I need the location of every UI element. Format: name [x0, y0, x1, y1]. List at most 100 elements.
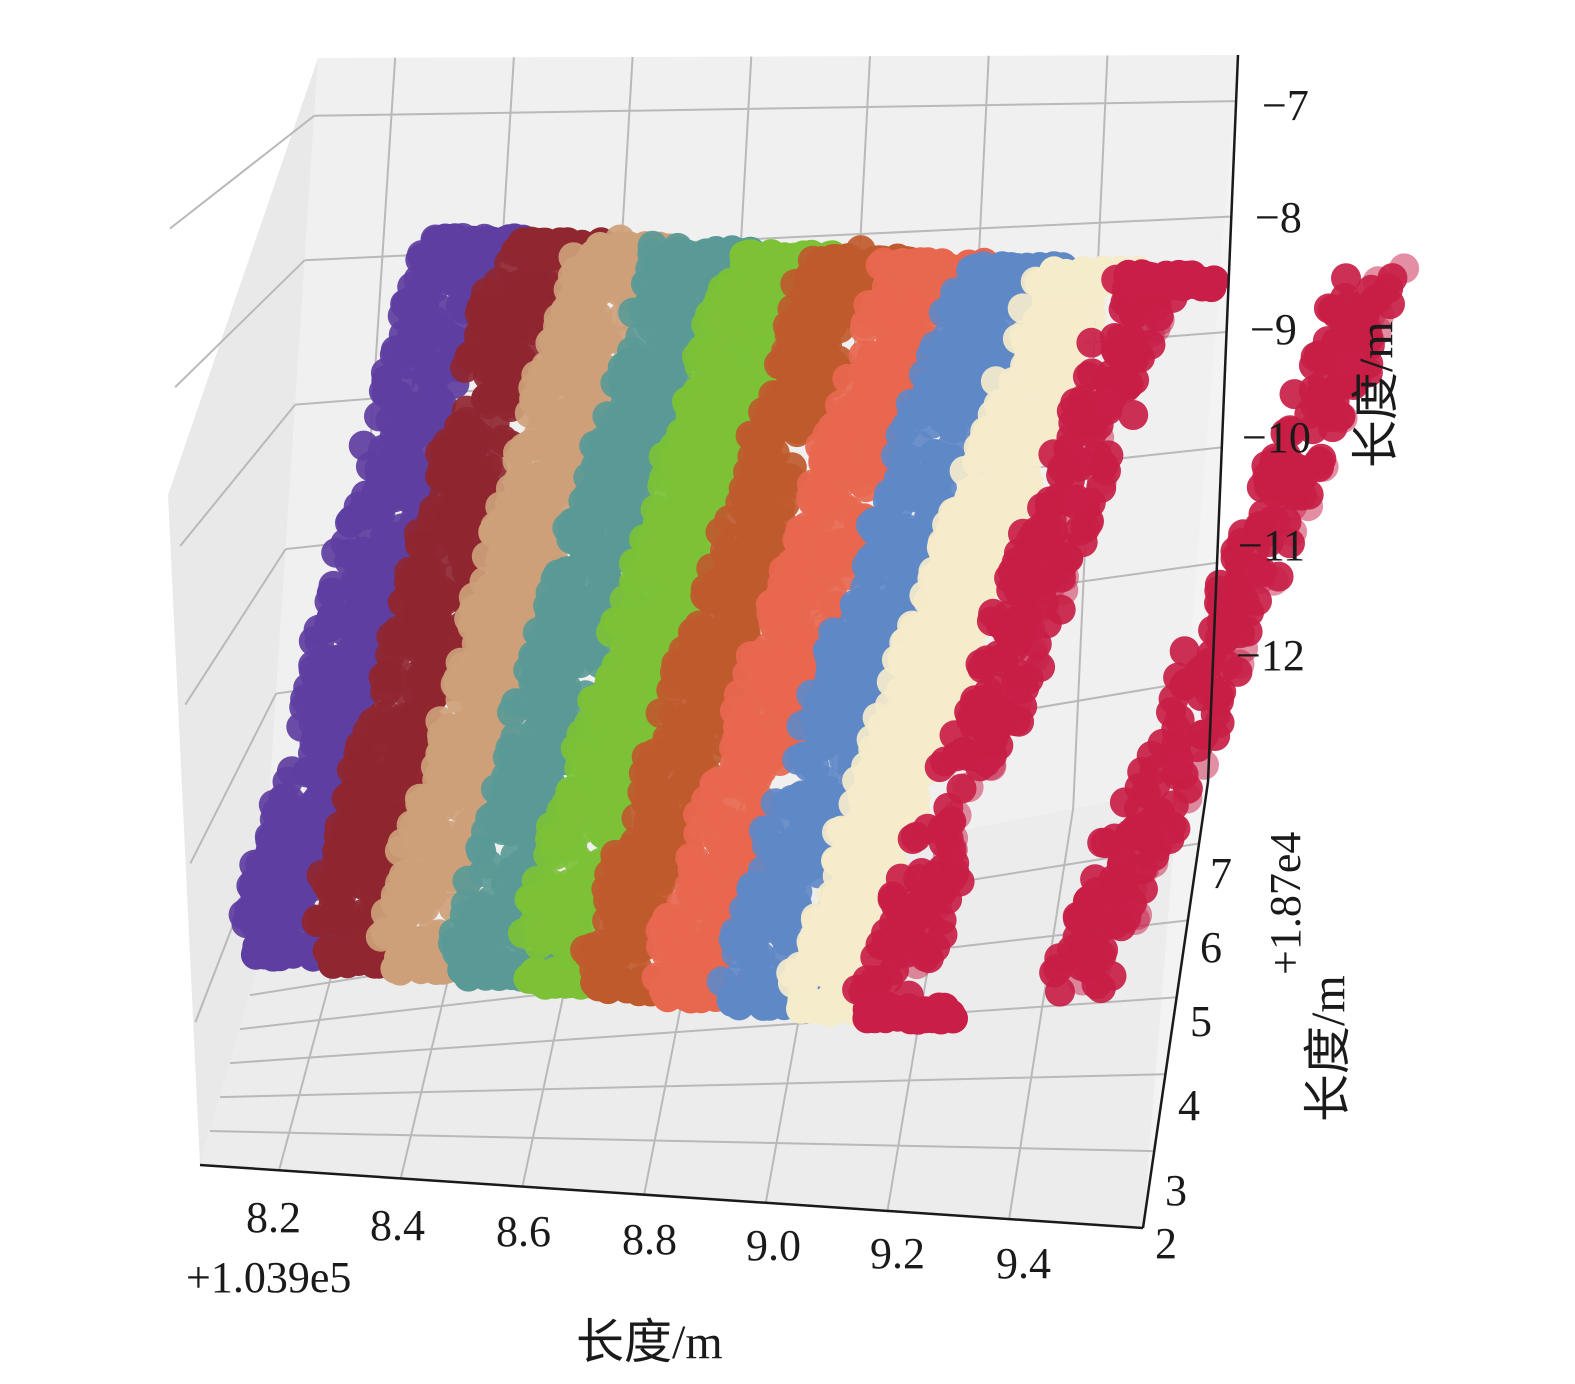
- data-point: [256, 831, 287, 862]
- data-point: [390, 289, 421, 320]
- data-point: [408, 814, 439, 845]
- data-point: [855, 544, 886, 575]
- data-point: [716, 983, 747, 1014]
- data-point: [665, 972, 695, 1003]
- data-point: [397, 473, 428, 504]
- data-point: [730, 482, 761, 513]
- data-point: [318, 649, 349, 680]
- data-point: [824, 546, 855, 577]
- data-point: [434, 713, 465, 744]
- data-point: [331, 814, 362, 845]
- data-point: [628, 758, 659, 789]
- data-point: [899, 612, 930, 643]
- data-point: [804, 504, 835, 535]
- data-point: [811, 457, 842, 488]
- data-point: [467, 680, 498, 711]
- data-point: [442, 927, 472, 957]
- data-point: [392, 349, 423, 380]
- data-point: [357, 586, 388, 617]
- ring-series: [437, 230, 771, 993]
- data-point: [688, 694, 718, 725]
- data-point: [376, 621, 407, 652]
- data-point: [885, 676, 916, 707]
- data-point: [498, 305, 529, 336]
- data-point: [618, 495, 649, 526]
- data-point: [622, 619, 653, 650]
- data-point: [1028, 304, 1059, 335]
- data-point: [536, 425, 567, 456]
- data-point: [521, 290, 552, 321]
- data-point: [499, 756, 530, 787]
- data-point: [888, 446, 919, 477]
- data-point: [708, 570, 739, 601]
- data-point: [701, 305, 732, 336]
- data-point: [439, 486, 470, 517]
- data-point: [666, 553, 697, 584]
- data-point: [600, 368, 631, 399]
- data-point: [796, 926, 827, 957]
- data-point: [704, 239, 735, 270]
- data-point: [448, 652, 479, 682]
- data-point: [647, 470, 678, 501]
- y-gridline-floor: [229, 996, 1177, 1065]
- data-point: [921, 440, 952, 471]
- data-point: [776, 785, 807, 815]
- data-point: [734, 894, 765, 925]
- data-point: [390, 896, 421, 927]
- data-point: [830, 623, 861, 654]
- z-gridline-left: [179, 404, 296, 547]
- data-point: [908, 482, 939, 513]
- data-point: [382, 711, 413, 741]
- data-point: [328, 615, 359, 646]
- data-point: [588, 425, 619, 456]
- data-point: [508, 478, 539, 509]
- data-point: [576, 749, 607, 780]
- data-point: [864, 384, 895, 414]
- y-gridline-floor: [219, 1073, 1166, 1099]
- data-point: [1006, 368, 1037, 399]
- data-point: [492, 538, 523, 569]
- data-point: [450, 352, 480, 383]
- data-point: [579, 495, 610, 526]
- data-point: [410, 315, 441, 346]
- data-point: [645, 698, 676, 729]
- data-point: [827, 899, 858, 930]
- data-point: [500, 688, 531, 719]
- data-point: [348, 494, 379, 525]
- data-point: [894, 713, 925, 744]
- data-point: [470, 745, 501, 775]
- data-point: [374, 375, 405, 406]
- data-point: [739, 920, 770, 951]
- data-point: [364, 401, 394, 432]
- z-gridline-left: [169, 114, 315, 230]
- data-point: [550, 965, 581, 996]
- data-point: [888, 650, 919, 681]
- z-gridline-left: [184, 548, 287, 706]
- data-point: [854, 763, 885, 794]
- data-point: [581, 967, 612, 998]
- data-point: [473, 354, 503, 385]
- data-point: [603, 732, 634, 763]
- data-point: [537, 621, 568, 652]
- data-point: [321, 537, 352, 568]
- data-point: [620, 590, 651, 621]
- data-point: [381, 443, 412, 474]
- data-point: [711, 842, 742, 873]
- data-point: [571, 337, 601, 368]
- data-point: [967, 286, 998, 317]
- data-point: [449, 538, 480, 569]
- data-point: [403, 518, 434, 549]
- data-point: [578, 640, 609, 671]
- z-gridline-left: [174, 259, 306, 388]
- data-point: [394, 395, 425, 426]
- data-point: [517, 234, 548, 264]
- data-point: [544, 926, 575, 957]
- data-point: [318, 570, 349, 601]
- data-point: [695, 793, 725, 824]
- data-point: [876, 329, 906, 360]
- data-point: [715, 763, 746, 794]
- data-point: [478, 517, 509, 548]
- data-point: [483, 383, 513, 414]
